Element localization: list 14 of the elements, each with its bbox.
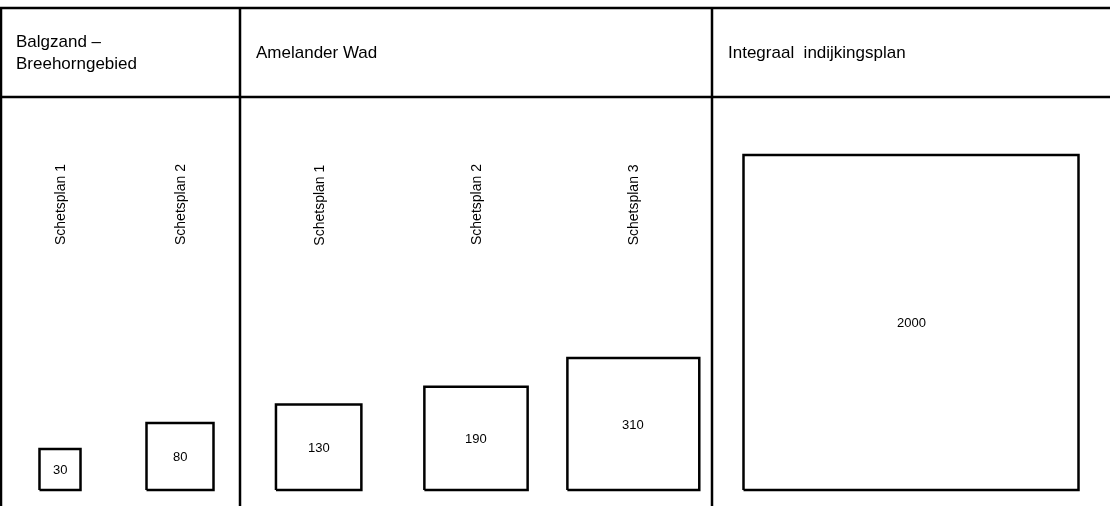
data-label: 2000 <box>897 315 926 330</box>
data-label: 80 <box>173 449 188 464</box>
category-label: Schetsplan 1 <box>310 164 327 246</box>
category-label: Schetsplan 2 <box>468 163 484 245</box>
text: Integraal indijkingsplan <box>728 43 906 62</box>
category-label: Schetsplan 1 <box>52 163 68 245</box>
text: Balgzand – Breehorngebied <box>16 32 137 74</box>
category-label: Schetsplan 2 <box>172 163 188 245</box>
data-label: 310 <box>622 417 644 432</box>
category-label: Schetsplan 3 <box>625 164 642 246</box>
text: Amelander Wad <box>256 43 378 62</box>
data-label: 30 <box>53 462 68 477</box>
data-label: 190 <box>465 431 487 446</box>
data-label: 130 <box>308 440 330 455</box>
